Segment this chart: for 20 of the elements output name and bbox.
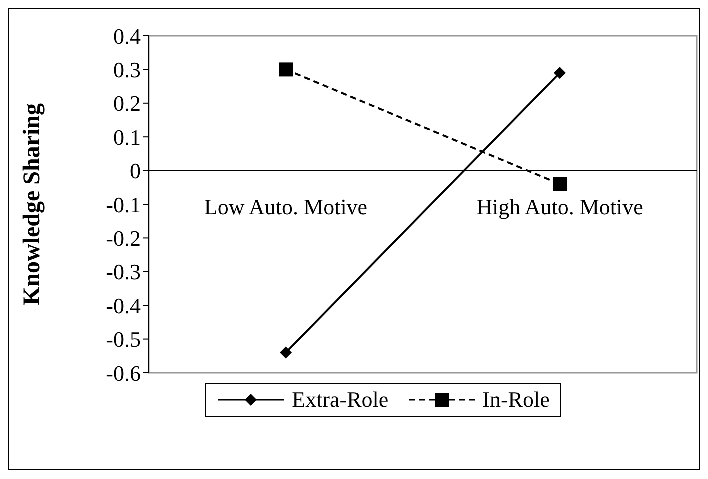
y-tick-label: -0.5 xyxy=(106,327,141,352)
legend-label: In-Role xyxy=(482,387,550,413)
point xyxy=(279,62,293,77)
y-axis-title: Knowledge Sharing xyxy=(20,103,46,306)
y-tick-label: -0.1 xyxy=(106,192,141,218)
x-tick-label: High Auto. Motive xyxy=(476,194,644,220)
y-tick-label: 0 xyxy=(130,158,141,184)
x-tick-label: Low Auto. Motive xyxy=(204,194,368,220)
y-tick-label: 0.1 xyxy=(114,124,141,150)
legend-label: Extra-Role xyxy=(292,387,389,413)
point xyxy=(553,177,567,192)
y-tick-label: -0.4 xyxy=(106,293,141,318)
y-tick-label: 0.2 xyxy=(114,91,141,116)
y-tick-label: 0.3 xyxy=(114,58,141,83)
y-tick-label: -0.6 xyxy=(106,360,141,386)
y-tick-label: -0.2 xyxy=(106,226,141,252)
y-tick-label: -0.3 xyxy=(106,260,141,285)
y-tick-label: 0.4 xyxy=(114,24,141,49)
point xyxy=(554,67,566,80)
point xyxy=(280,346,292,359)
